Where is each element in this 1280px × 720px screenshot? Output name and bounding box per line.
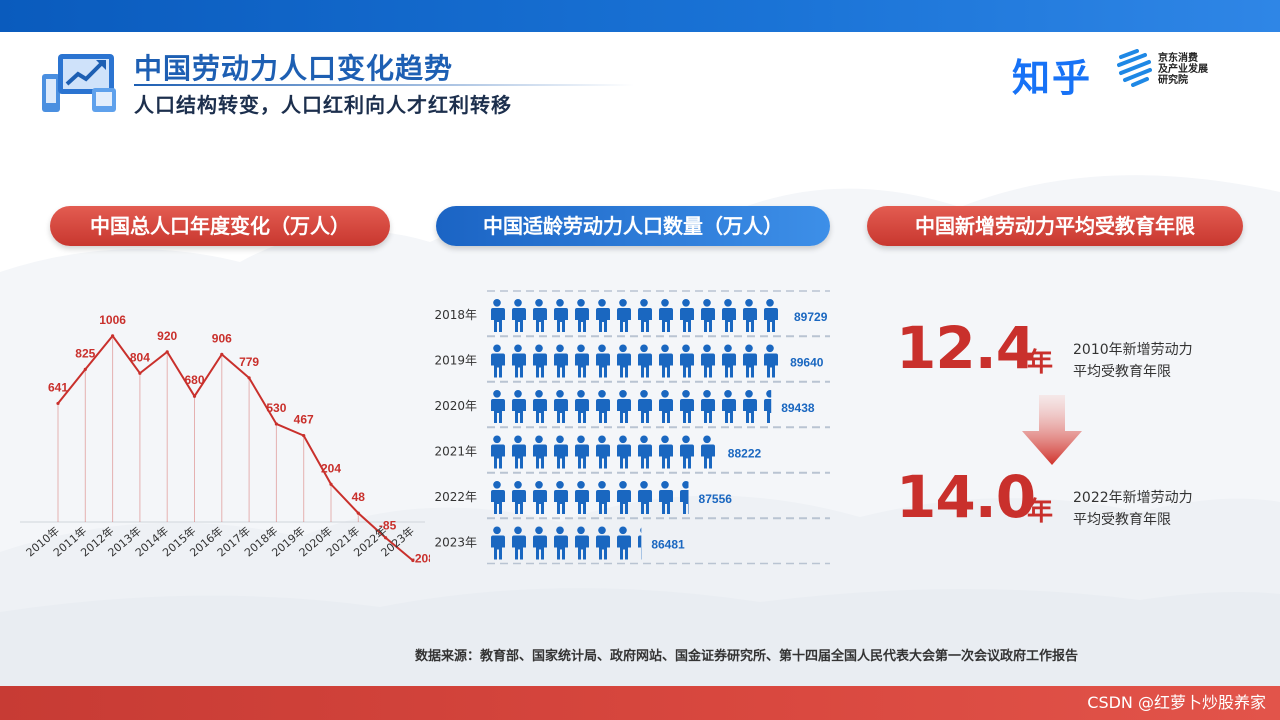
population-data-label: 680 xyxy=(184,373,204,387)
population-point xyxy=(329,482,333,486)
population-point xyxy=(56,401,60,406)
population-data-label: -208 xyxy=(411,551,430,565)
labor-section-title: 中国适龄劳动力人口数量（万人） xyxy=(436,206,830,246)
jd-text-line: 研究院 xyxy=(1158,75,1188,86)
data-source: 数据来源：教育部、国家统计局、政府网站、国金证券研究所、第十四届全国人民代表大会… xyxy=(415,649,1079,664)
population-point xyxy=(411,558,415,563)
education-desc-line: 平均受教育年限 xyxy=(1073,512,1171,528)
labor-category-label: 2019年 xyxy=(434,354,477,368)
education-section-title: 中国新增劳动力平均受教育年限 xyxy=(867,206,1243,246)
labor-pictogram-chart: 2018年 89729 2019年 89640 2020年 89438 2021年 88222… xyxy=(434,290,830,565)
education-desc-line: 平均受教育年限 xyxy=(1073,364,1171,380)
labor-data-label: 89729 xyxy=(794,310,828,324)
top-bar xyxy=(0,0,1280,32)
jd-text-line: 及产业发展 xyxy=(1158,64,1208,75)
population-data-label: 804 xyxy=(130,350,150,364)
labor-bar xyxy=(491,435,715,469)
population-data-label: 920 xyxy=(157,329,177,343)
population-data-label: 530 xyxy=(266,401,286,415)
population-data-label: 641 xyxy=(48,380,68,394)
labor-data-label: 89640 xyxy=(790,356,824,370)
education-value-2022: 14.0 xyxy=(896,463,1036,531)
labor-data-label: 86481 xyxy=(651,538,685,552)
population-point xyxy=(302,434,306,438)
labor-bar xyxy=(491,344,778,378)
population-data-label: 204 xyxy=(321,461,341,475)
population-data-label: 779 xyxy=(239,355,259,369)
population-data-label: 467 xyxy=(294,413,314,427)
title-divider xyxy=(134,84,634,86)
population-point xyxy=(247,376,251,380)
labor-category-label: 2020年 xyxy=(434,399,477,413)
down-arrow-icon xyxy=(1022,395,1082,465)
jd-text-line: 京东消费 xyxy=(1158,53,1198,64)
page-title: 中国劳动力人口变化趋势 xyxy=(134,52,454,85)
mountain-background xyxy=(0,175,1280,686)
jd-institute-logo-icon xyxy=(1117,49,1152,87)
labor-data-label: 87556 xyxy=(699,492,733,506)
population-point xyxy=(83,367,87,371)
population-point xyxy=(384,536,388,540)
population-point xyxy=(111,334,115,338)
labor-data-label: 88222 xyxy=(728,447,762,461)
population-section-title: 中国总人口年度变化（万人） xyxy=(50,206,390,246)
population-point xyxy=(138,371,142,375)
population-point xyxy=(192,394,197,398)
population-series-line xyxy=(57,334,414,562)
labor-bar xyxy=(491,481,689,514)
jd-institute-logo-text: 京东消费 及产业发展 研究院 xyxy=(1158,53,1208,86)
education-unit-2010: 年 xyxy=(1027,348,1054,378)
education-desc-2022: 2022年新增劳动力 平均受教育年限 xyxy=(1073,487,1223,531)
population-data-label: 1006 xyxy=(99,313,126,327)
population-data-label: 48 xyxy=(352,490,366,504)
education-desc-line: 2022年新增劳动力 xyxy=(1073,490,1193,506)
analytics-icon xyxy=(42,54,116,112)
education-unit-2022: 年 xyxy=(1027,497,1054,527)
labor-category-label: 2022年 xyxy=(434,490,477,504)
labor-bar xyxy=(491,299,778,332)
population-data-label: 906 xyxy=(212,331,232,345)
labor-category-label: 2023年 xyxy=(434,536,477,550)
population-point xyxy=(165,350,169,354)
population-line-chart: 6412010年8252011年10062012年8042013年9202014… xyxy=(20,313,430,565)
population-point xyxy=(274,422,278,426)
population-data-label: -85 xyxy=(379,519,397,533)
labor-category-label: 2021年 xyxy=(434,445,477,459)
labor-bar xyxy=(491,526,642,560)
education-desc-2010: 2010年新增劳动力 平均受教育年限 xyxy=(1073,339,1223,383)
population-point xyxy=(356,511,360,515)
labor-category-label: 2018年 xyxy=(434,308,477,322)
labor-data-label: 89438 xyxy=(781,401,815,415)
zhihu-logo: 知乎 xyxy=(1012,56,1093,100)
education-desc-line: 2010年新增劳动力 xyxy=(1073,342,1193,358)
labor-bar xyxy=(491,390,772,423)
education-value-2010: 12.4 xyxy=(896,314,1036,382)
population-data-label: 825 xyxy=(75,346,95,360)
population-point xyxy=(220,352,224,356)
watermark: CSDN @红萝卜炒股养家 xyxy=(1087,693,1266,712)
page-subtitle: 人口结构转变，人口红利向人才红利转移 xyxy=(134,93,512,117)
bottom-bar xyxy=(0,686,1280,720)
